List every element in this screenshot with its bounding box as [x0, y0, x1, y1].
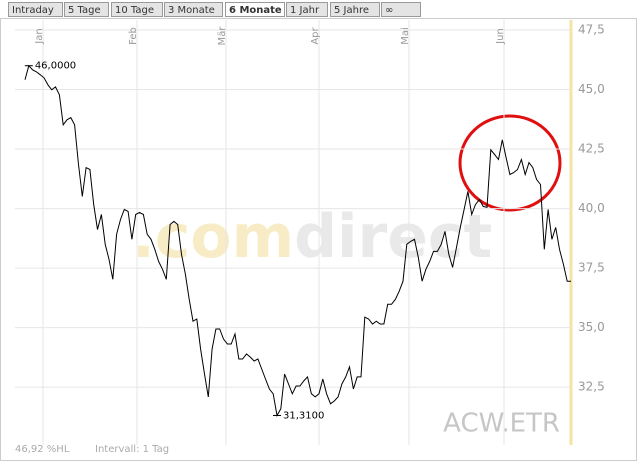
grid: [15, 20, 571, 445]
tab[interactable]: [330, 2, 380, 17]
x-tick-label: Mär: [217, 26, 228, 46]
tab-label[interactable]: ∞: [385, 5, 393, 16]
watermark-part: direct: [294, 202, 492, 272]
price-line: [24, 64, 571, 417]
x-tick-label: Jun: [495, 28, 506, 45]
tab-label[interactable]: 1 Jahr: [290, 5, 320, 16]
tab[interactable]: [8, 2, 63, 17]
footer-text: Intervall: 1 Tag: [95, 444, 169, 455]
tab[interactable]: [286, 2, 328, 17]
y-tick-label: 42,5: [578, 142, 605, 156]
watermark: .comdirect: [132, 202, 492, 272]
footer-text: 46,92 %HL: [15, 444, 70, 455]
x-tick-label: Feb: [128, 27, 139, 45]
tab-label[interactable]: 10 Tage: [115, 5, 154, 16]
tab-label[interactable]: Intraday: [12, 5, 54, 16]
y-tick-label: 32,5: [578, 380, 605, 394]
y-tick-label: 45,0: [578, 82, 605, 96]
annotation-label: 46,0000: [35, 61, 76, 72]
frame: [0, 18, 637, 461]
tab[interactable]: [381, 2, 421, 17]
highlight-circle: [458, 114, 562, 212]
y-tick-label: 35,0: [578, 320, 605, 334]
x-tick-label: Apr: [310, 26, 321, 44]
tab[interactable]: [225, 2, 285, 17]
y-tick-label: 47,5: [578, 23, 605, 37]
x-tick-label: Mai: [400, 27, 411, 45]
tab-label[interactable]: 3 Monate: [168, 5, 215, 16]
x-tick-label: Jan: [34, 28, 45, 44]
y-tick-label: 40,0: [578, 201, 605, 215]
tab[interactable]: [64, 2, 109, 17]
y-tick-label: 37,5: [578, 261, 605, 275]
symbol: ACW.ETR: [443, 409, 560, 439]
tab[interactable]: [164, 2, 223, 17]
tab-label[interactable]: 6 Monate: [229, 5, 282, 16]
annotation-label: 31,3100: [283, 410, 324, 421]
tab[interactable]: [111, 2, 163, 17]
tab-label[interactable]: 5 Jahre: [334, 5, 369, 16]
tab-label[interactable]: 5 Tage: [68, 5, 101, 16]
watermark-part: .com: [132, 202, 294, 272]
